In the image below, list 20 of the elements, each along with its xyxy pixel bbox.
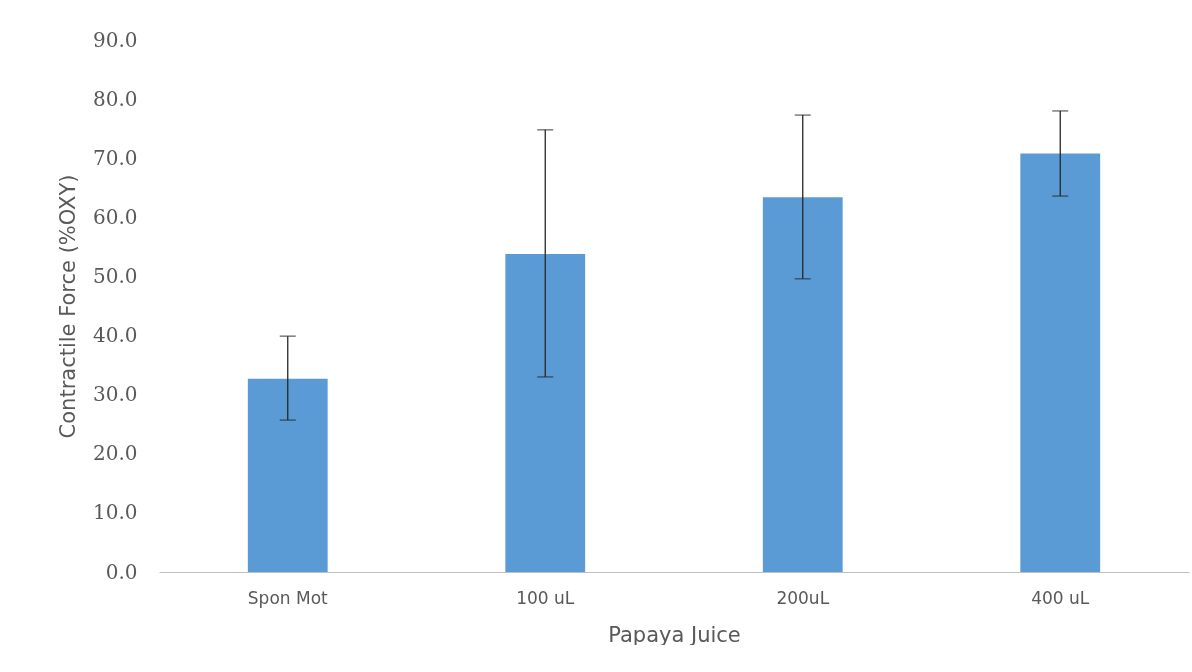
- y-tick-label: 60.0: [92, 204, 138, 229]
- bar: [505, 253, 586, 572]
- bar: [1020, 153, 1101, 572]
- y-tick-label: 30.0: [92, 382, 138, 407]
- y-tick-label: 90.0: [92, 27, 138, 52]
- bar: [247, 378, 328, 572]
- x-axis-title: Papaya Juice: [608, 622, 741, 647]
- y-axis-title: Contractile Force (%OXY): [55, 174, 80, 439]
- bar: [762, 197, 843, 572]
- y-tick-label: 0.0: [105, 559, 138, 584]
- y-tick-label: 20.0: [92, 441, 138, 466]
- x-tick-label: 100 uL: [516, 587, 575, 608]
- x-tick-label: 200uL: [776, 587, 830, 608]
- y-tick-label: 80.0: [92, 86, 138, 111]
- y-tick-label: 70.0: [92, 145, 138, 170]
- y-tick-label: 50.0: [92, 263, 138, 288]
- x-tick-label: 400 uL: [1031, 587, 1090, 608]
- x-tick-label: Spon Mot: [247, 587, 329, 608]
- y-tick-label: 10.0: [92, 500, 138, 525]
- y-tick-label: 40.0: [92, 323, 138, 348]
